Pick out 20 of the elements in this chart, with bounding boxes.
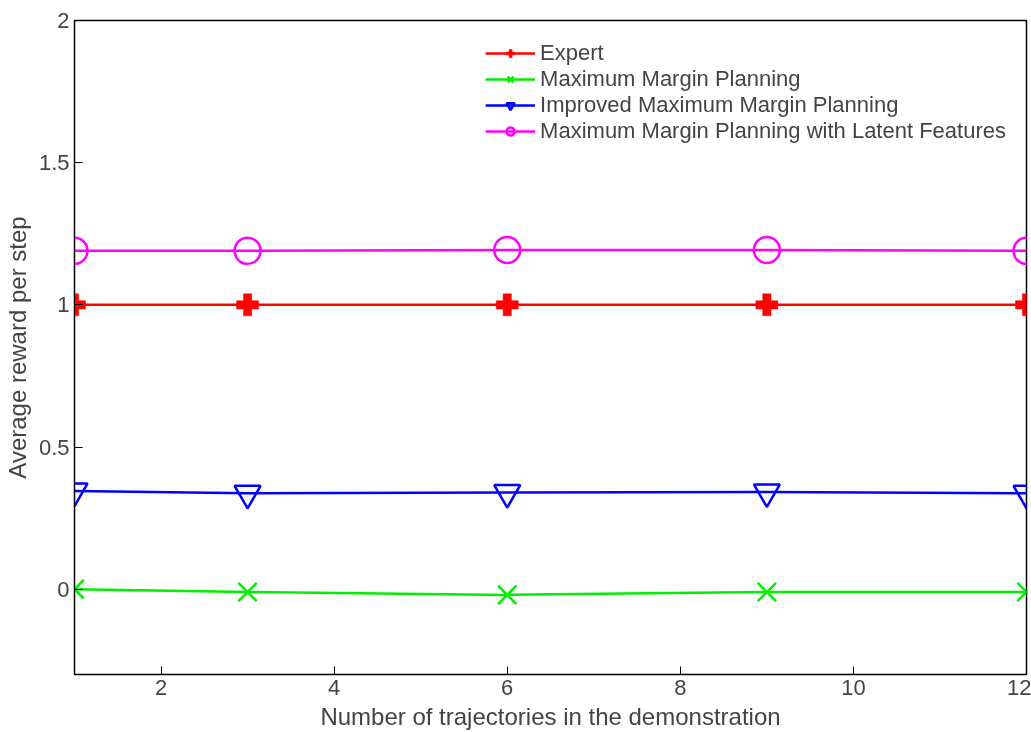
y-axis-title: Average reward per step	[3, 216, 31, 479]
x-tick-label: 2	[154, 674, 168, 700]
x-tick-label: 8	[674, 674, 687, 700]
y-tick-label: 1.5	[38, 150, 70, 176]
y-tick-label: 1	[57, 292, 70, 318]
point	[495, 293, 519, 317]
x-axis-title: Number of trajectories in the demonstration	[320, 702, 781, 730]
x-tick-label: 10	[841, 674, 866, 700]
y-tick-label: 0.5	[38, 434, 70, 460]
x-tick-label: 12	[1007, 674, 1031, 700]
legend-label: Improved Maximum Margin Planning	[540, 92, 899, 118]
y-tick-label: 2	[57, 8, 70, 33]
legend-label: Maximum Margin Planning with Latent Features	[540, 118, 1006, 144]
x-tick-label: 6	[501, 674, 514, 700]
x-tick-label: 4	[328, 674, 341, 700]
legend-label: Expert	[540, 40, 604, 66]
point	[496, 584, 518, 606]
point	[492, 235, 522, 265]
y-tick-label: 0	[57, 576, 70, 602]
legend-label: Maximum Margin Planning	[540, 66, 801, 92]
